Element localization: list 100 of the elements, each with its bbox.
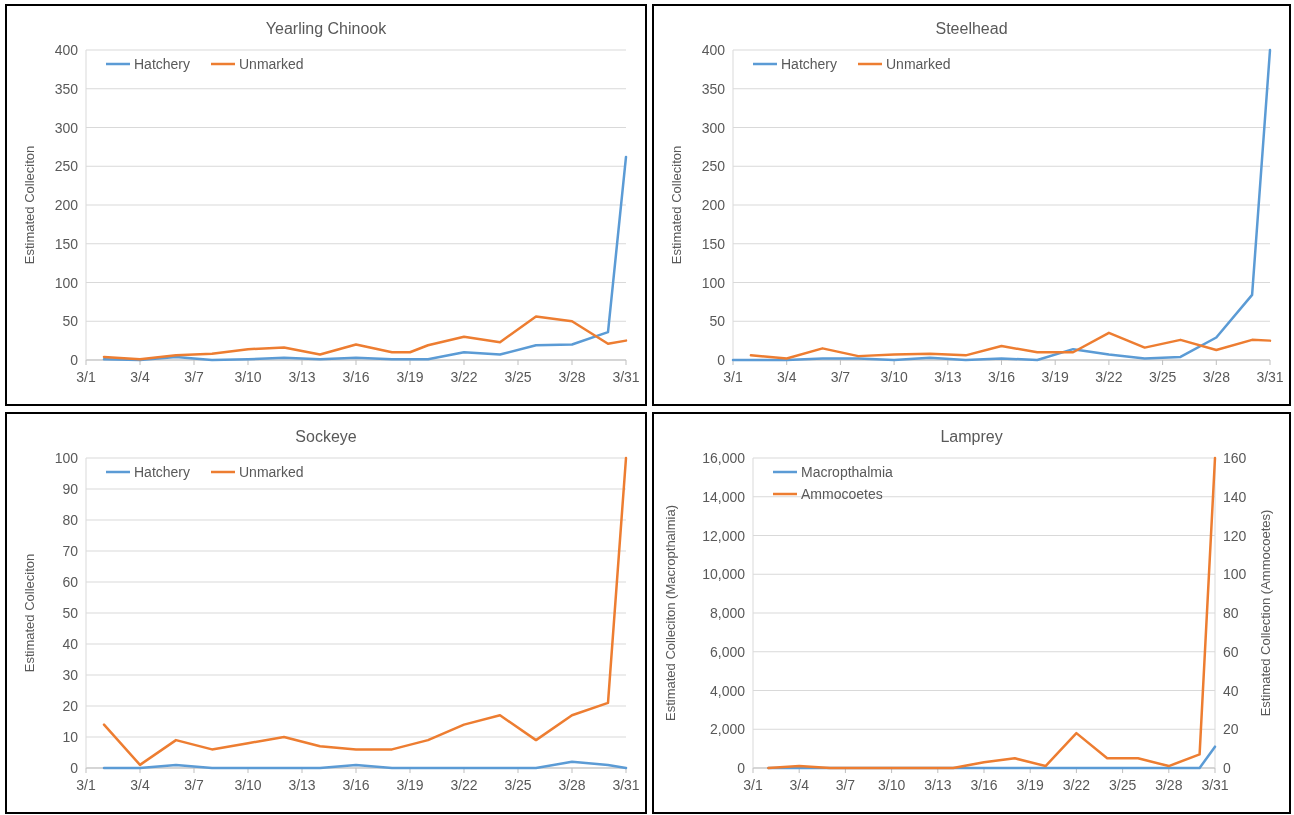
chart-title: Steelhead (935, 20, 1008, 37)
y-axis-title: Estimated Colleciton (Macropthalmia) (663, 504, 678, 722)
legend-label: Hatchery (134, 56, 191, 72)
x-tick-label: 3/25 (1108, 777, 1137, 793)
y-tick-label: 50 (709, 313, 726, 330)
y-tick-label: 250 (54, 158, 79, 175)
x-tick-label: 3/31 (612, 777, 640, 793)
legend-label: Hatchery (781, 56, 838, 72)
x-tick-label: 3/25 (504, 777, 532, 793)
chart-title: Sockeye (295, 428, 357, 445)
x-tick-label: 3/16 (342, 369, 370, 385)
x-tick-label: 3/1 (76, 777, 96, 793)
y-tick-label: 150 (701, 235, 726, 252)
x-tick-label: 3/4 (776, 369, 797, 385)
y-axis-title: Estimated Colleciton (22, 553, 37, 673)
y2-tick-label: 100 (1223, 566, 1247, 583)
x-tick-label: 3/28 (1202, 369, 1231, 385)
y-tick-label: 50 (62, 313, 79, 330)
y2-tick-label: 160 (1223, 450, 1247, 466)
y-tick-label: 14,000 (702, 488, 746, 505)
x-tick-label: 3/10 (234, 369, 262, 385)
y-tick-label: 300 (701, 119, 726, 136)
x-tick-label: 3/7 (184, 369, 204, 385)
y-tick-label: 40 (62, 636, 79, 652)
y-tick-label: 100 (54, 274, 79, 291)
chart-title: Yearling Chinook (265, 20, 388, 37)
y-tick-label: 350 (54, 80, 79, 97)
y-tick-label: 2,000 (709, 721, 746, 738)
x-tick-label: 3/13 (288, 369, 316, 385)
legend-label: Unmarked (886, 56, 951, 72)
y-tick-label: 60 (62, 574, 79, 590)
y-tick-label: 80 (62, 512, 79, 528)
y-tick-label: 70 (62, 543, 79, 559)
x-tick-label: 3/22 (1062, 777, 1091, 793)
x-tick-label: 3/25 (504, 369, 532, 385)
x-tick-label: 3/31 (1201, 777, 1229, 793)
x-tick-label: 3/19 (1041, 369, 1070, 385)
y2-tick-label: 120 (1223, 527, 1247, 544)
line-series (102, 315, 628, 361)
y-tick-label: 200 (701, 197, 726, 213)
y-tick-label: 0 (717, 352, 726, 368)
legend-label: Macropthalmia (801, 464, 894, 480)
x-tick-label: 3/4 (130, 369, 150, 385)
x-tick-label: 3/25 (1148, 369, 1177, 385)
x-tick-label: 3/28 (558, 369, 586, 385)
x-tick-label: 3/4 (130, 777, 150, 793)
y-tick-label: 10 (62, 729, 79, 745)
x-tick-label: 3/22 (1095, 369, 1123, 385)
x-tick-label: 3/22 (450, 777, 478, 793)
y-tick-label: 50 (62, 605, 79, 621)
y-axis-title: Estimated Colleciton (22, 145, 37, 265)
x-tick-label: 3/10 (877, 777, 906, 793)
y2-tick-label: 20 (1223, 721, 1239, 738)
x-tick-label: 3/22 (450, 369, 478, 385)
y-tick-label: 150 (54, 235, 79, 252)
y-tick-label: 300 (54, 119, 79, 136)
x-tick-label: 3/10 (234, 777, 262, 793)
legend-label: Unmarked (239, 464, 304, 480)
x-tick-label: 3/16 (970, 777, 998, 793)
x-tick-label: 3/16 (342, 777, 370, 793)
y-tick-label: 6,000 (709, 643, 746, 660)
x-tick-label: 3/7 (835, 777, 856, 793)
y-tick-label: 400 (54, 42, 79, 58)
line-series (749, 331, 1272, 360)
y2-tick-label: 80 (1223, 605, 1239, 621)
y-tick-label: 20 (62, 698, 79, 714)
y-tick-label: 200 (54, 197, 79, 213)
x-tick-label: 3/4 (789, 777, 810, 793)
x-tick-label: 3/7 (184, 777, 204, 793)
y-axis-title: Estimated Colleciton (669, 145, 684, 265)
y-tick-label: 4,000 (709, 682, 746, 699)
y-tick-label: 100 (701, 274, 726, 291)
x-tick-label: 3/1 (723, 369, 743, 385)
line-series (102, 155, 628, 362)
chart-title: Lamprey (940, 428, 1003, 445)
y-tick-label: 0 (737, 760, 746, 776)
x-tick-label: 3/7 (830, 369, 851, 385)
y-tick-label: 0 (70, 760, 79, 776)
y-tick-label: 16,000 (702, 450, 746, 466)
line-series (731, 48, 1272, 362)
legend-label: Unmarked (239, 56, 304, 72)
x-tick-label: 3/13 (924, 777, 952, 793)
y-tick-label: 350 (701, 80, 726, 97)
x-tick-label: 3/10 (880, 369, 908, 385)
y-tick-label: 250 (701, 158, 726, 175)
x-tick-label: 3/19 (396, 369, 424, 385)
y-tick-label: 30 (62, 667, 79, 683)
y2-tick-label: 0 (1223, 760, 1231, 776)
x-tick-label: 3/28 (1155, 777, 1183, 793)
y2-tick-label: 140 (1223, 488, 1247, 505)
y-tick-label: 90 (62, 481, 79, 497)
x-tick-label: 3/13 (288, 777, 316, 793)
legend-label: Ammocoetes (801, 486, 883, 502)
x-tick-label: 3/19 (396, 777, 424, 793)
y-tick-label: 10,000 (702, 566, 746, 583)
y-tick-label: 8,000 (709, 605, 746, 621)
legend-label: Hatchery (134, 464, 191, 480)
x-tick-label: 3/1 (743, 777, 763, 793)
y2-axis-title: Estimated Collection (Ammocoetes) (1258, 509, 1273, 717)
y2-tick-label: 40 (1223, 682, 1239, 699)
